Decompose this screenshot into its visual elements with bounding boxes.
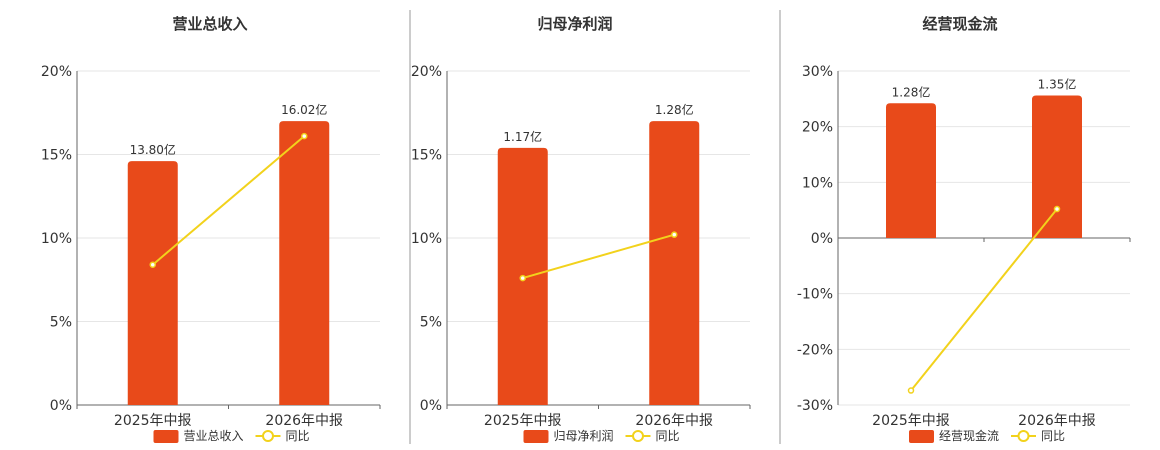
bar-data-label: 1.17亿 bbox=[503, 129, 542, 144]
bar-data-label: 16.02亿 bbox=[281, 102, 327, 117]
y-tick-label: -10% bbox=[797, 287, 833, 303]
y-tick-label: 5% bbox=[50, 315, 72, 331]
bar[interactable] bbox=[127, 161, 178, 405]
legend-label[interactable]: 营业总收入 bbox=[184, 429, 244, 443]
y-tick-label: 0% bbox=[50, 398, 72, 414]
y-tick-label: -30% bbox=[797, 398, 833, 414]
line-point[interactable] bbox=[1053, 205, 1061, 213]
legend-bar-swatch[interactable] bbox=[153, 430, 179, 443]
legend-label[interactable]: 同比 bbox=[286, 429, 310, 443]
y-tick-label: 20% bbox=[802, 120, 833, 136]
chart-panel-1: 营业总收入 0% 5% 10% 15% 20% 13.80亿 16.02亿 2025年中报 202… bbox=[41, 15, 381, 443]
chart-title: 营业总收入 bbox=[172, 15, 247, 33]
line-point[interactable] bbox=[671, 231, 678, 238]
y-tick-label: 0% bbox=[420, 398, 442, 414]
line-point[interactable] bbox=[301, 132, 308, 140]
legend-line-marker bbox=[632, 430, 644, 442]
series-line bbox=[910, 208, 1058, 392]
legend: 归母净利润 同比 bbox=[523, 429, 680, 443]
legend-bar-swatch[interactable] bbox=[523, 430, 549, 443]
chart-title: 经营现金流 bbox=[922, 15, 997, 33]
chart-title: 归母净利润 bbox=[537, 15, 612, 33]
bar-data-label: 1.28亿 bbox=[655, 102, 694, 117]
x-tick-label: 2025年中报 bbox=[872, 413, 950, 429]
legend-line-marker bbox=[262, 430, 274, 442]
legend-label[interactable]: 同比 bbox=[656, 429, 680, 443]
x-tick-label: 2026年中报 bbox=[1018, 413, 1096, 429]
legend-label[interactable]: 经营现金流 bbox=[939, 428, 999, 443]
legend-label[interactable]: 同比 bbox=[1041, 429, 1065, 443]
bar[interactable] bbox=[279, 121, 330, 405]
chart-panel-3: 经营现金流 -30% -20% -10% 0% 10% 20% 30% 1.28亿 1.35亿 20… bbox=[797, 15, 1131, 443]
y-tick-label: 15% bbox=[411, 148, 442, 164]
bar-data-label: 1.28亿 bbox=[892, 84, 931, 99]
y-tick-label: 20% bbox=[411, 64, 442, 80]
bar[interactable] bbox=[1032, 95, 1082, 238]
y-tick-label: 0% bbox=[811, 231, 833, 247]
bar[interactable] bbox=[886, 103, 936, 238]
legend: 营业总收入 同比 bbox=[153, 429, 310, 443]
line-point[interactable] bbox=[149, 261, 156, 268]
y-tick-label: 15% bbox=[41, 148, 72, 164]
y-tick-label: -20% bbox=[797, 342, 833, 358]
bar-data-label: 13.80亿 bbox=[130, 142, 176, 157]
x-tick-label: 2025年中报 bbox=[484, 413, 562, 429]
legend-label[interactable]: 归母净利润 bbox=[554, 429, 614, 443]
series-line bbox=[522, 233, 675, 280]
y-tick-label: 30% bbox=[802, 64, 833, 80]
y-tick-label: 10% bbox=[802, 175, 833, 191]
y-tick-label: 10% bbox=[411, 231, 442, 247]
x-tick-label: 2026年中报 bbox=[265, 413, 343, 429]
chart-panel-2: 归母净利润 0% 5% 10% 15% 20% 1.17亿 1.28亿 2025年中报 2026年… bbox=[411, 15, 751, 443]
legend-line-marker bbox=[1017, 430, 1030, 442]
y-tick-label: 10% bbox=[41, 231, 72, 247]
legend-bar-swatch[interactable] bbox=[909, 430, 934, 443]
line-point[interactable] bbox=[907, 387, 915, 394]
y-tick-label: 5% bbox=[420, 315, 442, 331]
x-tick-label: 2026年中报 bbox=[635, 413, 713, 429]
bar[interactable] bbox=[649, 121, 700, 405]
line-point[interactable] bbox=[519, 274, 526, 282]
y-tick-label: 20% bbox=[41, 64, 72, 80]
x-tick-label: 2025年中报 bbox=[114, 413, 192, 429]
bar-data-label: 1.35亿 bbox=[1038, 76, 1077, 91]
series-line bbox=[152, 135, 305, 266]
legend: 经营现金流 同比 bbox=[909, 428, 1065, 443]
